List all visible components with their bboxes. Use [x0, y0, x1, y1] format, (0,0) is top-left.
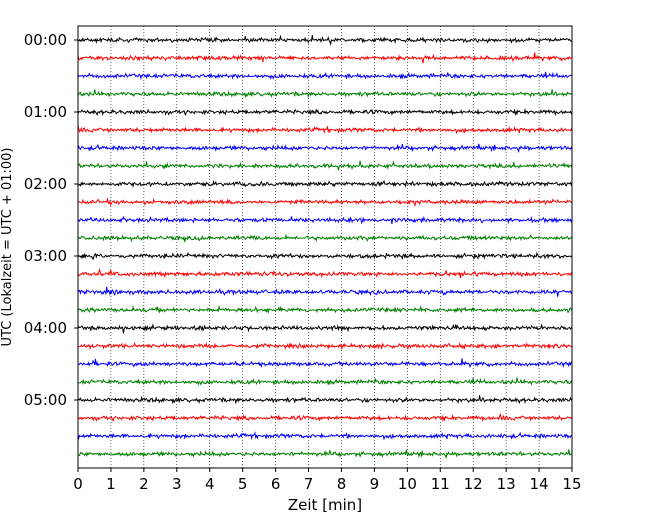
- trace-02:30: [77, 215, 573, 225]
- x-tick-label-7: 7: [304, 475, 314, 493]
- x-tick-label-0: 0: [73, 475, 83, 493]
- trace-00:45: [77, 89, 573, 99]
- trace-01:15: [77, 125, 573, 135]
- trace-02:00: [77, 179, 573, 189]
- y-tick-label-2: 02:00: [24, 175, 67, 193]
- y-tick-label-4: 04:00: [24, 319, 67, 337]
- trace-03:45: [77, 305, 573, 314]
- trace-01:00: [77, 107, 573, 117]
- trace-02:45: [77, 233, 573, 243]
- y-tick-label-1: 01:00: [24, 103, 67, 121]
- trace-04:00: [77, 323, 573, 334]
- x-tick-label-3: 3: [172, 475, 182, 493]
- y-tick-label-0: 00:00: [24, 31, 67, 49]
- x-tick-label-1: 1: [106, 475, 116, 493]
- y-tick-label-3: 03:00: [24, 247, 67, 265]
- x-tick-label-15: 15: [562, 475, 581, 493]
- trace-03:15: [77, 267, 573, 279]
- trace-01:45: [77, 160, 573, 171]
- grid-lines: [110, 26, 540, 468]
- x-axis-title: Zeit [min]: [288, 496, 362, 514]
- trace-05:30: [77, 431, 573, 441]
- trace-05:15: [77, 413, 573, 423]
- trace-05:45: [77, 449, 573, 460]
- trace-04:30: [77, 358, 573, 369]
- x-axis-ticks: 0 1 2 3 4 5 6 7 8 9 10 11 12 13 14 15: [73, 468, 582, 493]
- seismogram-traces: [77, 34, 573, 460]
- trace-03:30: [77, 286, 573, 297]
- x-tick-label-4: 4: [205, 475, 215, 493]
- x-tick-label-11: 11: [431, 475, 450, 493]
- trace-01:30: [77, 143, 573, 154]
- trace-05:00: [77, 395, 573, 405]
- trace-04:45: [77, 377, 573, 386]
- x-tick-label-12: 12: [464, 475, 483, 493]
- trace-04:15: [77, 342, 573, 351]
- y-axis-title: UTC (Lokalzeit = UTC + 01:00): [0, 148, 15, 347]
- plot-frame: [77, 25, 573, 469]
- trace-02:15: [77, 197, 573, 207]
- x-tick-label-10: 10: [398, 475, 417, 493]
- y-axis-ticks: 00:00 01:00 02:00 03:00 04:00 05:00: [24, 31, 78, 409]
- y-tick-label-5: 05:00: [24, 391, 67, 409]
- trace-03:00: [77, 251, 573, 261]
- x-tick-label-6: 6: [271, 475, 281, 493]
- x-tick-label-9: 9: [370, 475, 380, 493]
- x-tick-label-13: 13: [497, 475, 516, 493]
- trace-00:30: [77, 71, 573, 80]
- x-tick-label-8: 8: [337, 475, 347, 493]
- x-tick-label-2: 2: [139, 475, 149, 493]
- x-tick-label-14: 14: [530, 475, 549, 493]
- x-tick-label-5: 5: [238, 475, 248, 493]
- trace-00:15: [77, 52, 573, 64]
- trace-00:00: [77, 34, 573, 46]
